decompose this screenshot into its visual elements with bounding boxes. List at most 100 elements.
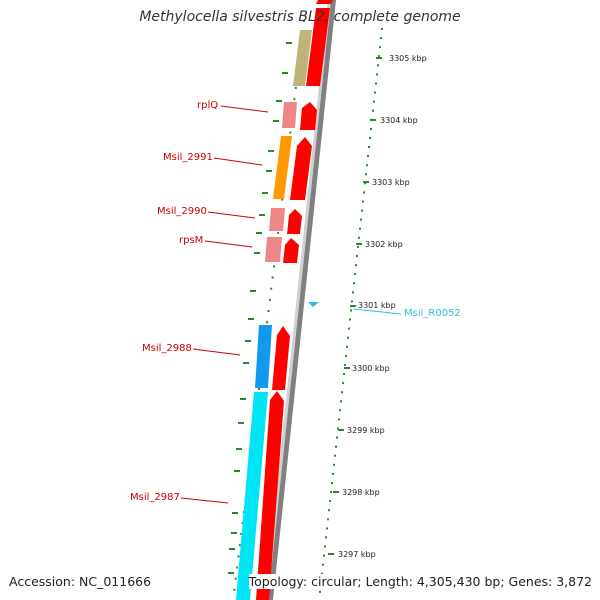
accession-text: Accession: NC_011666 <box>9 574 152 589</box>
trna-marker-msil-r0052 <box>308 302 319 307</box>
kbp-label-3298: 3298 kbp <box>342 488 380 497</box>
genome-backbone-highlight <box>265 0 331 600</box>
gc-skew-dash <box>238 422 244 424</box>
kbp-label-3302: 3302 kbp <box>365 240 403 249</box>
leader-msil2991 <box>213 157 263 166</box>
gc-dot-outer <box>372 109 374 112</box>
gc-dot-outer <box>324 545 326 548</box>
gc-dot-outer <box>343 373 345 375</box>
gc-dot-inner <box>234 577 237 580</box>
gc-dot-outer <box>331 482 333 484</box>
gc-dot-outer <box>336 436 338 439</box>
gc-dot-outer <box>362 200 364 203</box>
kbp-tick <box>376 57 382 59</box>
kbp-label-3299: 3299 kbp <box>347 426 385 435</box>
gene-label-msil2988: Msil_2988 <box>142 343 192 354</box>
gc-dot-outer <box>379 46 381 49</box>
gc-dot-outer <box>350 309 352 312</box>
gene-labels: rplQ Msil_2991 Msil_2990 rpsM Msil_2988 … <box>130 100 461 504</box>
kbp-label-3300: 3300 kbp <box>352 364 390 373</box>
gc-dot-outer <box>376 73 378 76</box>
cds-track <box>256 0 333 600</box>
gc-dot-outer <box>351 300 353 303</box>
cds-arrow-msil2990 <box>287 209 302 234</box>
gc-dot-outer <box>355 264 357 267</box>
leader-msil2990 <box>207 211 256 219</box>
gc-dot-outer <box>373 100 375 103</box>
gc-skew-dash <box>276 100 282 102</box>
gc-dot-outer <box>348 327 350 330</box>
gc-skew-dash <box>234 470 240 472</box>
gc-dot-inner <box>236 566 239 569</box>
gc-dot-inner <box>267 310 270 312</box>
gc-dot-outer <box>365 173 367 176</box>
gc-dot-inner <box>268 298 271 301</box>
gc-skew-dash <box>232 512 238 514</box>
gc-dot-outer <box>356 255 358 257</box>
gc-dot-inner <box>237 555 240 558</box>
topology-text: Topology: circular; Length: 4,305,430 bp… <box>248 574 592 589</box>
kbp-tick <box>338 429 344 431</box>
gc-dot-outer <box>340 400 342 403</box>
gc-dot-inner <box>289 131 292 134</box>
cds-arrow-top <box>316 0 333 4</box>
kbp-tick <box>333 491 339 493</box>
cds-arrow-msil2991 <box>290 137 312 200</box>
kbp-label-3305: 3305 kbp <box>389 54 427 63</box>
gc-dot-outer <box>364 182 366 185</box>
gc-dot-inner <box>294 86 297 89</box>
gc-dot-outer <box>363 191 365 194</box>
cog-block-cyan-msil2987 <box>236 392 268 600</box>
kbp-labels: 3305 kbp 3304 kbp 3303 kbp 3302 kbp 3301… <box>338 54 427 559</box>
gc-dot-outer <box>334 454 336 457</box>
gc-dot-outer <box>332 472 334 475</box>
gc-skew-dash <box>262 192 268 194</box>
gene-label-msil-r0052: Msil_R0052 <box>404 308 461 319</box>
gc-dot-inner <box>303 20 305 22</box>
leader-msil2987 <box>180 497 229 504</box>
kbp-label-3297: 3297 kbp <box>338 550 376 559</box>
kbp-tick <box>350 305 356 307</box>
gc-dot-outer <box>327 518 329 521</box>
leader-msil2988 <box>192 348 241 356</box>
gc-dot-outer <box>322 563 324 566</box>
cog-block-pink-rplq <box>282 102 297 128</box>
genome-backbone <box>268 0 336 600</box>
gc-dot-outer <box>375 82 377 85</box>
gc-dot-inner <box>270 287 273 290</box>
kbp-tick <box>328 553 334 555</box>
gc-dot-outer <box>333 463 335 466</box>
gc-dot-inner <box>273 265 275 268</box>
gc-dot-outer <box>323 554 325 557</box>
gc-dot-outer <box>380 37 382 40</box>
cds-arrow-msil2988 <box>272 326 290 390</box>
gc-dot-outer <box>354 273 356 276</box>
gc-dot-outer <box>381 28 383 30</box>
gc-dot-outer <box>374 91 376 94</box>
kbp-label-3304: 3304 kbp <box>380 116 418 125</box>
gc-skew-dash <box>240 398 246 400</box>
gene-label-msil2991: Msil_2991 <box>163 152 213 163</box>
gene-label-rplq: rplQ <box>197 100 218 111</box>
gc-skew-dash <box>229 548 235 550</box>
gc-dot-outer <box>369 137 371 139</box>
gc-dot-outer <box>347 336 349 339</box>
gc-dot-outer <box>358 236 360 239</box>
gc-skew-dash <box>282 72 288 74</box>
gc-dot-inner <box>293 98 296 101</box>
gene-label-msil2987: Msil_2987 <box>130 492 180 503</box>
gc-dot-outer <box>342 382 344 385</box>
gc-dot-inner <box>233 588 236 591</box>
gc-skew-dash <box>273 120 279 122</box>
kbp-tick <box>363 181 369 183</box>
cds-arrow-msil2987 <box>256 391 284 600</box>
cds-arrow-rpsm <box>283 238 299 263</box>
gene-label-rpsm: rpsM <box>179 235 203 246</box>
leader-rplq <box>220 105 269 113</box>
leader-rpsm <box>204 240 253 248</box>
gc-dot-outer <box>352 291 354 294</box>
gc-skew-dash <box>250 290 256 292</box>
gc-dot-inner <box>257 388 260 391</box>
gc-dot-outer <box>321 572 323 575</box>
